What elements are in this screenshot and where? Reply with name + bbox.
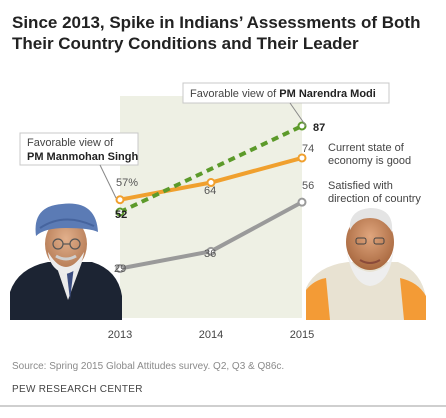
point-direction-2015 xyxy=(297,197,307,207)
point-direction-2013 xyxy=(115,264,125,274)
manmohan-singh-photo xyxy=(10,203,122,320)
line-leader-series xyxy=(119,124,303,214)
organization-name: PEW RESEARCH CENTER xyxy=(12,384,143,395)
label-leader-2015: 87 xyxy=(313,122,325,134)
callout-modi-text: Favorable view of PM Narendra Modi xyxy=(190,88,376,100)
chart-shaded-area xyxy=(120,96,302,318)
bottom-divider xyxy=(0,405,446,407)
label-economy-2014: 64 xyxy=(204,185,216,197)
x-tick-2014: 2014 xyxy=(199,329,223,341)
label-economy-2015: 74 xyxy=(302,143,314,155)
callout-singh: Favorable view of PM Manmohan Singh xyxy=(19,132,139,199)
chart-title: Since 2013, Spike in Indians’ Assessment… xyxy=(12,13,421,53)
x-tick-2015: 2015 xyxy=(290,329,314,341)
point-leader-2013 xyxy=(115,207,125,217)
label-leader-2013: 52 xyxy=(115,209,127,221)
source-note: Source: Spring 2015 Global Attitudes sur… xyxy=(12,361,285,372)
label-direction-2014: 36 xyxy=(204,248,216,260)
point-economy-2014 xyxy=(206,178,216,188)
series-label-economy: Current state of economy is good xyxy=(328,142,411,167)
callout-singh-line1: Favorable view of xyxy=(27,137,114,149)
label-direction-2015: 56 xyxy=(302,180,314,192)
x-tick-2013: 2013 xyxy=(108,329,132,341)
point-economy-2015 xyxy=(297,153,307,163)
callout-modi: Favorable view of PM Narendra Modi xyxy=(182,82,390,127)
series-label-direction: Satisfied with direction of country xyxy=(328,180,421,205)
label-economy-2013: 57% xyxy=(116,177,138,189)
narendra-modi-photo xyxy=(306,208,426,320)
point-direction-2014 xyxy=(206,246,216,256)
label-direction-2013: 29 xyxy=(114,263,126,275)
point-economy-2013 xyxy=(115,195,125,205)
callout-singh-line2: PM Manmohan Singh xyxy=(27,151,139,163)
